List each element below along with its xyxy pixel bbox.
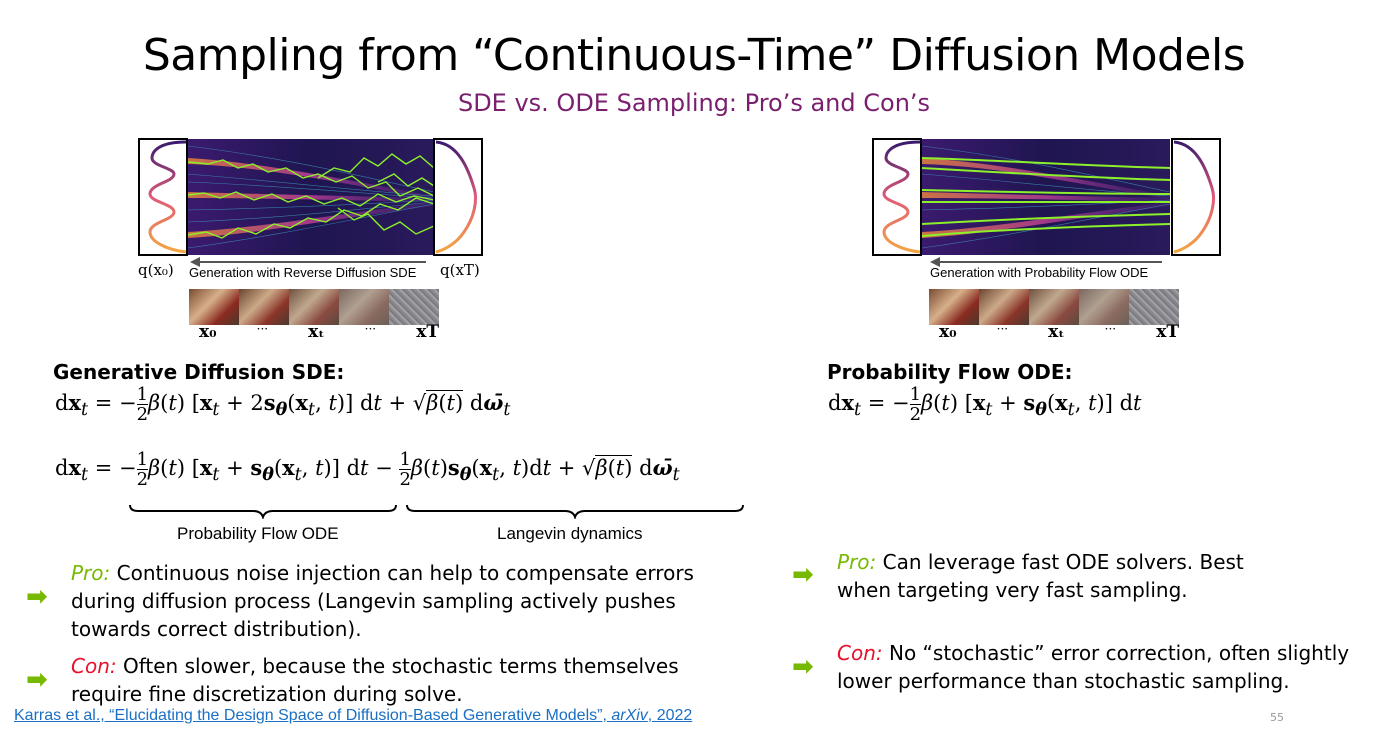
qT-label: q(xT)	[440, 261, 480, 279]
noise-image	[389, 289, 439, 325]
sde-strip-labels: x₀ ··· xₜ ··· xT	[199, 322, 439, 342]
sample-image	[1079, 289, 1129, 325]
con-text: No “stochastic” error correction, often …	[837, 641, 1350, 693]
ode-pro-bullet: Pro: Can leverage fast ODE solvers. Best…	[837, 548, 1287, 604]
strip-label: xₜ	[1048, 322, 1065, 342]
strip-label: x₀	[939, 322, 957, 342]
sample-image	[189, 289, 239, 325]
page-number: 55	[1270, 711, 1284, 724]
strip-label: xT	[416, 322, 439, 342]
sample-image	[979, 289, 1029, 325]
pro-text: Can leverage fast ODE solvers. Best when…	[837, 550, 1244, 602]
langevin-label: Langevin dynamics	[497, 524, 643, 543]
underbrace-langevin	[405, 503, 745, 523]
sde-split-equation: dxt = −1 2 β(t) [xt + sθ(xt, t)] dt − 1 2 β(…	[55, 449, 680, 490]
sample-image	[289, 289, 339, 325]
sde-trajectory-plot	[138, 138, 483, 256]
right-caption-arrow	[930, 252, 1166, 271]
right-arrow-icon: ➡	[792, 652, 814, 682]
sde-sample-strip	[189, 289, 439, 325]
pro-label: Pro:	[71, 561, 111, 585]
ode-con-bullet: Con: No “stochastic” error correction, o…	[837, 639, 1382, 695]
right-arrow-icon: ➡	[26, 582, 48, 612]
sample-image	[929, 289, 979, 325]
slide-title: Sampling from “Continuous-Time” Diffusio…	[142, 30, 1246, 81]
q0-label: q(x₀)	[138, 261, 174, 279]
pro-text: Continuous noise injection can help to c…	[71, 561, 694, 641]
underbrace-probability-flow	[128, 503, 398, 523]
ode-trajectory-plot	[872, 138, 1221, 256]
strip-label: xₜ	[308, 322, 325, 342]
strip-label: ···	[364, 322, 377, 336]
sample-image	[1029, 289, 1079, 325]
ode-heading: Probability Flow ODE:	[827, 360, 1073, 384]
citation-year: , 2022	[647, 707, 693, 724]
sde-generation-caption: Generation with Reverse Diffusion SDE	[189, 265, 417, 280]
sde-con-bullet: Con: Often slower, because the stochasti…	[71, 652, 731, 708]
ode-sample-strip	[929, 289, 1179, 325]
strip-label: xT	[1156, 322, 1179, 342]
con-label: Con:	[837, 641, 883, 665]
strip-label: x₀	[199, 322, 217, 342]
slide-subtitle: SDE vs. ODE Sampling: Pro’s and Con’s	[457, 89, 931, 117]
strip-label: ···	[1104, 322, 1117, 336]
con-text: Often slower, because the stochastic ter…	[71, 654, 679, 706]
sample-image	[339, 289, 389, 325]
sde-heading: Generative Diffusion SDE:	[53, 360, 345, 384]
sde-diffusion-figure	[138, 138, 484, 260]
strip-label: ···	[256, 322, 269, 336]
noise-image	[1129, 289, 1179, 325]
sde-equation: dxt = −1 2 β(t) [xt + 2sθ(xt, t)] dt + √β(…	[55, 384, 511, 425]
left-caption-arrow	[190, 252, 430, 271]
ode-strip-labels: x₀ ··· xₜ ··· xT	[939, 322, 1179, 342]
strip-label: ···	[996, 322, 1009, 336]
sample-image	[239, 289, 289, 325]
right-arrow-icon: ➡	[26, 665, 48, 695]
citation-link[interactable]: Karras et al., “Elucidating the Design S…	[14, 707, 692, 725]
citation-text: Karras et al., “Elucidating the Design S…	[14, 707, 612, 724]
ode-equation: dxt = −1 2 β(t) [xt + sθ(xt, t)] dt	[828, 384, 1142, 425]
pro-label: Pro:	[837, 550, 877, 574]
con-label: Con:	[71, 654, 117, 678]
probability-flow-label: Probability Flow ODE	[177, 524, 339, 543]
ode-diffusion-figure	[872, 138, 1222, 260]
sde-pro-bullet: Pro: Continuous noise injection can help…	[71, 559, 711, 643]
ode-generation-caption: Generation with Probability Flow ODE	[930, 265, 1149, 280]
citation-venue: arXiv	[611, 707, 648, 724]
right-arrow-icon: ➡	[792, 560, 814, 590]
